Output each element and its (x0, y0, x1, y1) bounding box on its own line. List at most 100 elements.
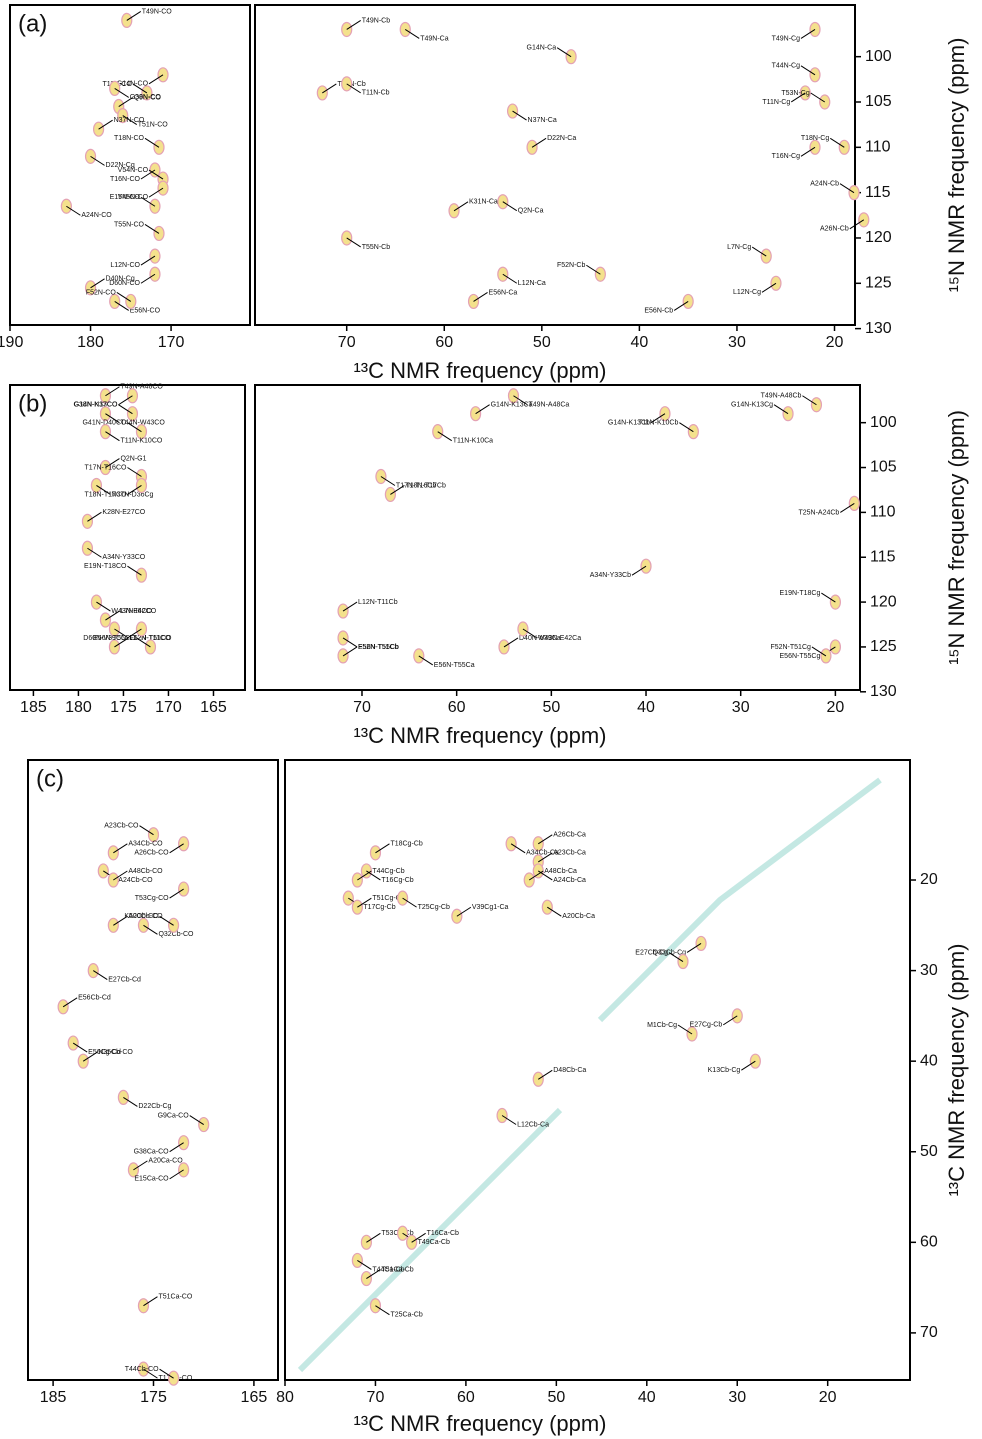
leader-line (140, 255, 156, 266)
leader-line (650, 413, 666, 424)
leader-line (143, 924, 158, 935)
x-tick-label: 60 (448, 699, 466, 716)
peak-label: T11N-K10Cb (638, 419, 678, 426)
peak-label: F52N-CO (86, 289, 117, 296)
peak-label: K13Cb-Cg (708, 1067, 741, 1074)
leader-line (502, 201, 518, 212)
peak-label: V39Cg1-Ca (472, 904, 509, 911)
leader-line (123, 1096, 138, 1107)
leader-line (140, 169, 156, 180)
x-axis-title: ¹³C NMR frequency (ppm) (353, 1411, 606, 1436)
peak-label: T44Ca-Cb (372, 1266, 404, 1273)
x-tick-label: 175 (110, 699, 137, 716)
x-tick-label: 20 (826, 699, 844, 716)
peak-label: D60N-CO (109, 280, 140, 287)
leader-line (113, 915, 128, 926)
y-tick-label: 70 (920, 1324, 938, 1341)
x-tick-label: 50 (533, 334, 551, 351)
peak-label: E56N-T55Cg (780, 653, 821, 660)
leader-line (90, 155, 105, 166)
leader-line (140, 196, 156, 207)
y-axis-title: ¹⁵N NMR frequency (ppm) (944, 38, 969, 293)
x-tick-label: 180 (77, 334, 104, 351)
y-tick-label: 120 (865, 229, 892, 246)
leader-line (62, 997, 78, 1008)
peak-label: K31N-Ca (469, 199, 498, 206)
leader-line (105, 413, 120, 424)
leader-line (114, 628, 129, 639)
peak-label: T49N-Cg (772, 35, 801, 42)
x-tick-label: 70 (367, 1389, 385, 1406)
peak-label: T53Cg-CO (135, 895, 169, 902)
peak-label: T16Ca-Cb (427, 1230, 459, 1237)
peak-label: M1Cb-Cg (647, 1022, 677, 1029)
leader-line (87, 511, 102, 522)
peak-label: T49N-A48CO (120, 384, 163, 391)
leader-line (113, 870, 128, 881)
peak-label: L7N-Cg (727, 244, 751, 251)
x-tick-label: 30 (732, 699, 750, 716)
leader-line (510, 843, 526, 854)
x-axis-title: ¹³C NMR frequency (ppm) (353, 723, 606, 748)
peak-label: T18N-T17CO (84, 491, 127, 498)
x-axis-title: ¹³C NMR frequency (ppm) (353, 358, 606, 383)
leader-line (375, 843, 390, 854)
peak-label: A23Cb-CO (104, 823, 139, 830)
peak-label: F52N-Cb (557, 262, 586, 269)
leader-line (357, 897, 372, 908)
x-tick-label: 40 (637, 699, 655, 716)
peak-label: T25N-A24Cb (798, 509, 839, 516)
peak-label: F52N-T51CO (129, 635, 172, 642)
leader-line (390, 485, 405, 495)
peak-label: T18Cg-Cb (390, 841, 422, 848)
peak-label: T51Ca-CO (158, 1294, 192, 1301)
leader-line (375, 1305, 390, 1316)
peak-label: D60N-V39CO (83, 635, 127, 642)
leader-line (840, 502, 855, 513)
leader-line (148, 187, 164, 198)
leader-line (342, 601, 358, 612)
peak-label: E56N-T55Cb (358, 644, 399, 651)
x-tick-label: 40 (638, 1389, 656, 1406)
peak-label: K28N-E27CO (102, 509, 145, 516)
peak-label: A34Cb-Ca (526, 850, 559, 857)
leader-line (169, 1169, 184, 1180)
leader-line (418, 655, 434, 666)
peak-label: D48Cb-Ca (553, 1067, 586, 1074)
leader-line (116, 292, 132, 302)
leader-line (322, 83, 337, 94)
plot-frame (9, 384, 246, 691)
peak-label: E56N-T55CO (93, 635, 136, 642)
peak-label: Q9N-CO (134, 94, 162, 101)
leader-line (537, 852, 553, 863)
x-tick-label: 185 (20, 699, 47, 716)
peak-label: A24N-CO (81, 212, 112, 219)
peak-label: A26N-Cb (820, 226, 849, 233)
peak-label: Q2N-Ca (518, 208, 544, 215)
leader-line (556, 47, 572, 58)
peak-label: T44Cb-CO (125, 1366, 159, 1373)
leader-line (66, 205, 81, 216)
peak-label: T49N-A48Ca (528, 402, 569, 409)
leader-line (800, 29, 816, 39)
y-tick-label: 40 (920, 1052, 938, 1069)
x-tick-label: 70 (338, 334, 356, 351)
plot-frame (254, 4, 856, 326)
peak-label: G14N-CO (117, 81, 149, 88)
peak-label: W43N-E42CO (111, 608, 156, 615)
leader-line (502, 273, 518, 284)
leader-line (169, 888, 184, 899)
leader-line (140, 273, 156, 284)
peak-label: T44N-W43CO (120, 420, 165, 427)
plot-frame (284, 759, 911, 1381)
peak-label: A34Cb-CO (128, 841, 163, 848)
peak-label: E56N-Cb (644, 307, 673, 314)
y-tick-label: 30 (920, 962, 938, 979)
peak (341, 21, 353, 38)
leader-line (810, 92, 826, 103)
peak-label: L12Cb-Ca (517, 1121, 549, 1128)
x-tick-label: 165 (241, 1389, 268, 1406)
leader-line (96, 601, 111, 612)
x-tick-label: 170 (155, 699, 182, 716)
